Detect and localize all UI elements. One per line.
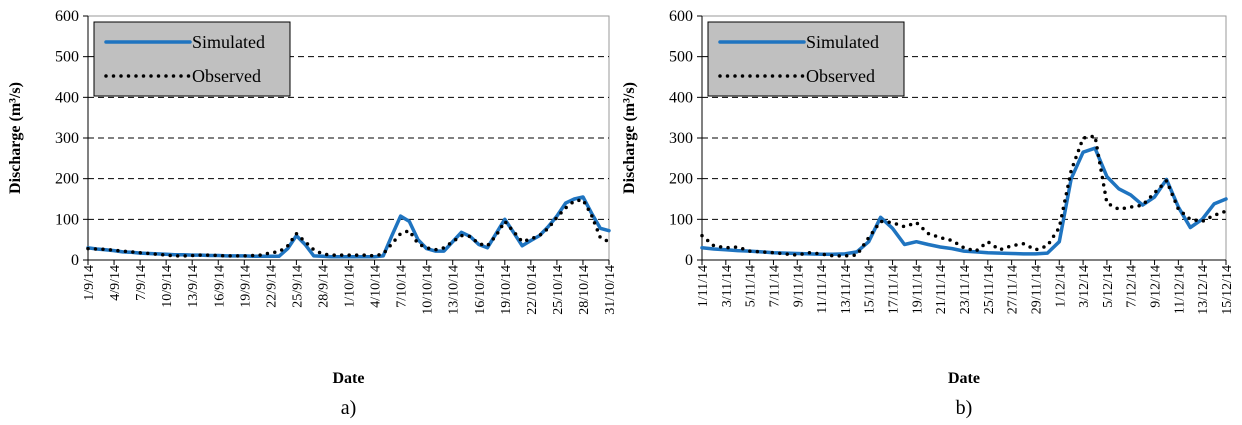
x-tick-label: 25/11/14 [982,265,997,314]
legend: Simulated Observed [707,21,905,97]
y-tick-label: 0 [685,252,693,269]
panel-label: a) [341,397,357,419]
y-tick-label: 400 [669,89,693,106]
panel-label: b) [956,397,973,419]
series-line-observed [700,134,1228,258]
y-tick-label: 100 [669,211,693,228]
x-tick-label: 1/12/14 [1053,265,1068,308]
x-tick-label: 13/10/14 [447,265,462,315]
y-tick-label: 500 [669,49,693,66]
x-axis-label: Date [333,370,365,387]
x-tick-label: 4/10/14 [369,265,384,308]
x-tick-label: 9/11/14 [791,265,806,307]
y-tick-label: 200 [55,171,79,188]
y-tick-label: 600 [669,8,693,25]
y-tick-label: 300 [55,130,79,147]
x-tick-label: 7/10/14 [395,265,410,308]
series-line-observed [86,198,611,258]
x-tick-label: 27/11/14 [1006,265,1021,314]
x-tick-label: 10/10/14 [421,265,436,315]
y-tick-label: 0 [71,252,79,269]
legend-label-observed: Observed [806,66,875,86]
x-tick-label: 19/11/14 [910,265,925,314]
x-tick-label: 29/11/14 [1029,265,1044,314]
x-tick-label: 7/9/14 [134,265,149,301]
x-tick-label: 5/11/14 [744,265,759,307]
series-line-simulated [700,146,1228,257]
x-tick-label: 4/9/14 [108,265,123,301]
x-tick-label: 19/10/14 [499,265,514,315]
y-tick-label: 100 [55,211,79,228]
x-tick-label: 17/11/14 [887,265,902,314]
y-tick-label: 600 [55,8,79,25]
x-tick-label: 21/11/14 [934,265,949,314]
y-tick-label: 400 [55,89,79,106]
x-tick-label: 15/12/14 [1220,265,1235,315]
x-tick-label: 13/9/14 [186,265,201,308]
x-tick-label: 16/10/14 [473,265,488,315]
x-tick-label: 25/10/14 [551,265,566,315]
x-tick-label: 15/11/14 [863,265,878,314]
x-axis-label: Date [948,370,980,387]
x-tick-label: 25/9/14 [290,265,305,308]
legend: Simulated Observed [93,21,291,97]
x-tick-label: 22/10/14 [525,265,540,315]
x-tick-label: 23/11/14 [958,265,973,314]
x-tick-label: 13/11/14 [839,265,854,314]
legend-label-observed: Observed [192,66,261,86]
legend-label-simulated: Simulated [806,32,879,52]
x-tick-label: 19/9/14 [238,265,253,308]
x-tick-label: 31/10/14 [603,265,618,315]
x-tick-label: 1/11/14 [696,265,711,307]
x-tick-label: 3/11/14 [720,265,735,307]
y-tick-label: 200 [669,171,693,188]
legend-box [707,21,905,97]
y-axis-label: Discharge (m³/s) [7,82,24,194]
x-tick-label: 7/11/14 [767,265,782,307]
y-tick-label: 500 [55,49,79,66]
legend-label-simulated: Simulated [192,32,265,52]
x-tick-label: 13/12/14 [1196,265,1211,315]
x-tick-label: 28/9/14 [316,265,331,308]
x-tick-label: 5/12/14 [1101,265,1116,308]
x-tick-label: 11/12/14 [1172,265,1187,314]
y-tick-label: 300 [669,130,693,147]
chart-panel-b: 0 100 200 300 400 500 600 1/11/14 3/11/14 5/11/14… [621,8,1235,419]
x-tick-label: 11/11/14 [815,265,830,314]
x-tick-label: 16/9/14 [212,265,227,308]
x-tick-label: 28/10/14 [577,265,592,315]
x-tick-label: 1/10/14 [343,265,358,308]
x-tick-label: 10/9/14 [160,265,175,308]
legend-box [93,21,291,97]
x-tick-label: 22/9/14 [264,265,279,308]
x-tick-label: 3/12/14 [1077,265,1092,308]
chart-panel-a: 0 100 200 300 400 500 600 1/9/14 4/9/14 7/9/14 10/… [7,8,618,419]
x-tick-label: 9/12/14 [1149,265,1164,308]
x-tick-label: 1/9/14 [82,265,97,301]
x-tick-label: 7/12/14 [1125,265,1140,308]
y-axis-label: Discharge (m³/s) [621,82,638,194]
